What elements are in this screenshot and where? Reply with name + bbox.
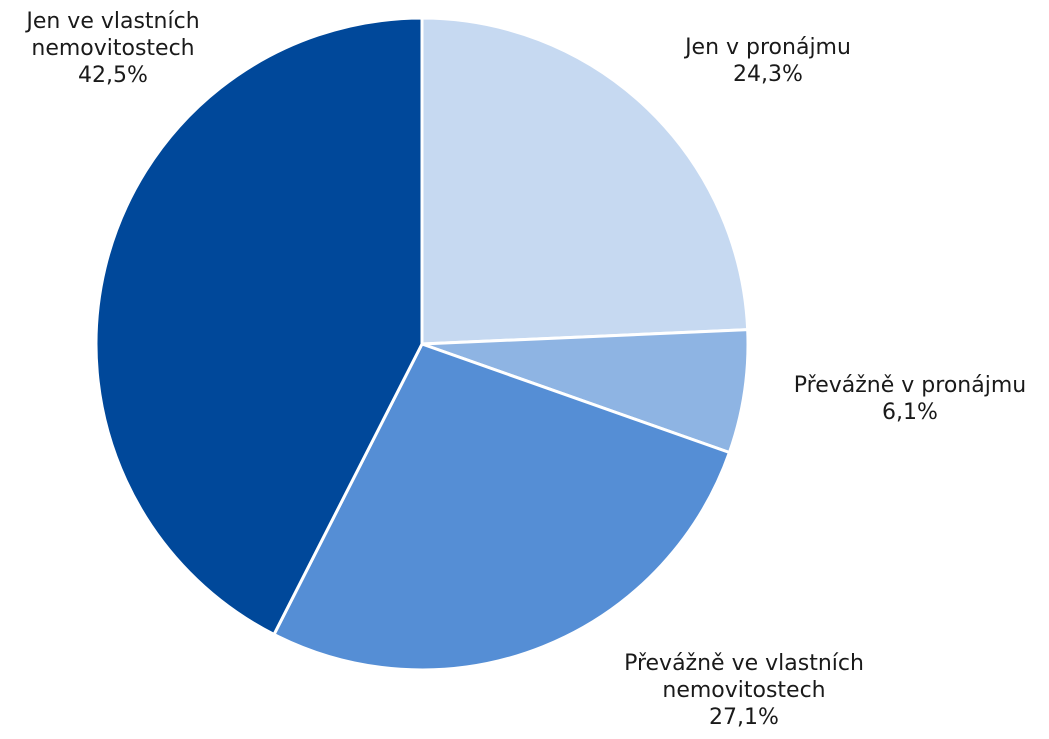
slice-category-label: nemovitostech: [662, 678, 825, 703]
pie-slice-jen-v-pronajmu: [420, 16, 750, 346]
pie-slices: [94, 16, 750, 672]
pie-labels: Jen v pronájmu 24,3% Převážně v pronájmu 6,…: [24, 9, 1026, 730]
slice-value-label: 42,5%: [78, 63, 148, 88]
pie-slice-prevazne-ve-vlastnich: [271, 342, 732, 672]
slice-label-prevazne-ve-vlastnich: Převážně ve vlastních nemovitostech 27,1%: [624, 651, 864, 730]
slice-category-label: Jen v pronájmu: [683, 35, 851, 60]
pie-slice-jen-ve-vlastnich: [94, 16, 424, 637]
slice-category-label: nemovitostech: [31, 36, 194, 61]
slice-label-prevazne-v-pronajmu: Převážně v pronájmu 6,1%: [794, 373, 1026, 425]
slice-value-label: 24,3%: [733, 62, 803, 87]
slice-value-label: 27,1%: [709, 705, 779, 730]
slice-category-label: Převážně v pronájmu: [794, 373, 1026, 398]
slice-category-label: Jen ve vlastních: [24, 9, 199, 34]
pie-slice-prevazne-v-pronajmu: [421, 328, 750, 455]
slice-label-jen-ve-vlastnich: Jen ve vlastních nemovitostech 42,5%: [24, 9, 199, 88]
slice-label-jen-v-pronajmu: Jen v pronájmu 24,3%: [683, 35, 851, 87]
slice-category-label: Převážně ve vlastních: [624, 651, 864, 676]
slice-value-label: 6,1%: [882, 400, 938, 425]
